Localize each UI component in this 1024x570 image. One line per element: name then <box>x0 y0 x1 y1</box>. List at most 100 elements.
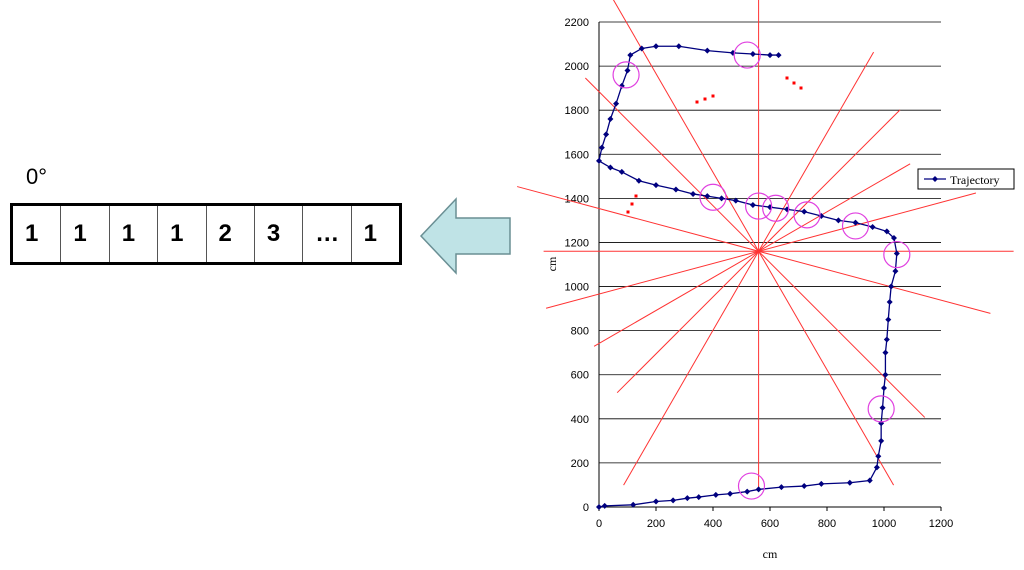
x-tick-label: 400 <box>704 518 722 530</box>
trajectory-point <box>596 504 602 510</box>
trajectory-point <box>882 349 889 356</box>
y-tick-label: 0 <box>583 502 589 514</box>
radial-line <box>612 0 895 486</box>
highlight-circle <box>744 192 773 220</box>
radial-line <box>545 192 977 309</box>
axes-layer: 0200400600800100012001400160018002000220… <box>565 17 954 530</box>
radial-line <box>593 163 911 347</box>
trajectory-point <box>885 316 892 323</box>
y-tick-label: 1000 <box>565 282 589 294</box>
legend: Trajectory <box>917 168 1015 190</box>
trajectory-point <box>883 336 890 343</box>
trajectory-point <box>888 283 895 290</box>
trajectory-point <box>892 268 899 275</box>
trajectory-point <box>618 168 625 175</box>
trajectory-point <box>835 217 842 224</box>
array-cell: 1 <box>13 206 62 262</box>
trajectory-point <box>879 404 886 411</box>
trajectory-point <box>672 186 679 193</box>
ellipsis-dot <box>626 210 630 214</box>
array-cell: 1 <box>110 206 159 262</box>
legend-box <box>917 168 1015 190</box>
trajectory-point <box>675 43 682 50</box>
x-tick-label: 1200 <box>929 518 953 530</box>
ellipsis-dot <box>630 202 634 206</box>
x-tick-label: 1000 <box>872 518 896 530</box>
trajectory-point <box>670 497 677 504</box>
count-array: 1 1 1 1 2 3… 1 <box>10 203 402 265</box>
trajectory-point <box>767 52 773 59</box>
trajectory-point <box>704 47 711 54</box>
trajectory-point <box>732 197 739 204</box>
trajectory-point <box>653 182 659 189</box>
y-tick-label: 1400 <box>565 193 589 205</box>
trajectory-point <box>603 131 610 138</box>
trajectory-point <box>778 484 785 491</box>
trajectory-point <box>755 486 762 493</box>
trajectory-point <box>607 116 614 122</box>
trajectory-point <box>727 490 734 497</box>
trajectory-point <box>598 144 605 151</box>
trajectory-point <box>882 371 889 378</box>
trajectory-point <box>883 228 890 235</box>
trajectory-point <box>893 250 900 257</box>
y-tick-label: 200 <box>571 458 589 470</box>
highlight-circle <box>841 212 870 240</box>
trajectory-point <box>801 483 808 490</box>
y-tick-label: 1600 <box>565 149 589 161</box>
trajectory-point <box>878 437 885 444</box>
ellipsis-dot <box>792 81 796 85</box>
trajectory-point <box>881 384 887 391</box>
x-axis-label: cm <box>763 547 778 561</box>
trajectory-point <box>744 488 751 495</box>
trajectory-point <box>630 501 637 508</box>
trajectory-point <box>890 235 897 242</box>
y-axis-label: cm <box>545 256 559 271</box>
ellipsis-dot <box>695 100 699 104</box>
array-cell: 1 <box>363 220 377 247</box>
trajectory-point <box>869 224 876 231</box>
circled-points <box>612 41 911 500</box>
trajectory-point <box>749 201 756 208</box>
radial-line <box>623 51 875 486</box>
trajectory-point <box>627 52 634 59</box>
ellipsis-dot <box>703 97 707 101</box>
y-tick-label: 600 <box>571 370 589 382</box>
trajectory-point <box>653 498 659 505</box>
legend-label: Trajectory <box>950 173 1000 187</box>
trajectory-point <box>852 219 859 226</box>
trajectory-point <box>775 52 782 59</box>
ellipsis-dot <box>634 194 638 198</box>
trajectory-point <box>866 477 873 484</box>
trajectory-point <box>684 495 691 502</box>
radial-line <box>516 186 991 314</box>
trajectory-point <box>886 298 893 305</box>
trajectory-point <box>749 50 756 57</box>
trajectory-point <box>718 195 725 202</box>
trajectory-point <box>818 480 825 487</box>
x-tick-label: 200 <box>647 518 665 530</box>
trajectory-point <box>846 479 853 486</box>
trajectory-point <box>635 177 642 184</box>
array-cell: 2 <box>207 206 255 262</box>
highlight-circle <box>733 41 761 69</box>
x-tick-label: 600 <box>761 518 779 530</box>
trajectory-point <box>695 494 702 501</box>
highlight-circle <box>762 194 790 222</box>
y-tick-label: 2200 <box>565 17 589 29</box>
trajectory-point <box>704 193 711 200</box>
grid-layer <box>599 21 941 464</box>
left-arrow-icon <box>419 197 511 275</box>
ellipsis-dot <box>799 86 803 90</box>
trajectory-point <box>875 453 882 460</box>
ellipsis-dot <box>711 94 715 98</box>
highlight-circle <box>867 395 895 423</box>
y-tick-label: 400 <box>571 414 589 426</box>
trajectory-point <box>690 190 697 197</box>
y-tick-label: 800 <box>571 326 589 338</box>
highlight-circle <box>737 472 766 500</box>
trajectory-point <box>653 43 659 50</box>
trajectory-point <box>638 45 645 52</box>
y-tick-label: 2000 <box>565 61 589 73</box>
highlight-circle <box>883 240 911 269</box>
